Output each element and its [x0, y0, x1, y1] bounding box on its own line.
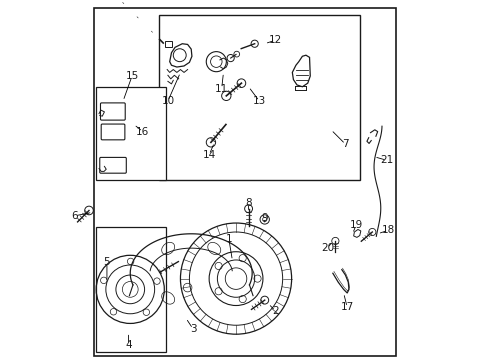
Text: 18: 18 [382, 225, 395, 235]
Text: 15: 15 [125, 71, 139, 81]
Text: 20: 20 [321, 243, 334, 253]
Text: 8: 8 [245, 198, 252, 208]
Text: 14: 14 [202, 150, 216, 160]
Text: 5: 5 [103, 257, 110, 267]
Bar [95, 8, 395, 356]
Text: 3: 3 [190, 324, 196, 334]
Text: 2: 2 [272, 306, 279, 316]
Text: 6: 6 [72, 211, 78, 221]
Text: 7: 7 [342, 139, 349, 149]
Text: 13: 13 [253, 96, 266, 106]
Text: 4: 4 [125, 340, 132, 350]
Text: 17: 17 [341, 302, 354, 312]
Text: 1: 1 [225, 234, 232, 244]
Text: 21: 21 [380, 155, 393, 165]
Text: 10: 10 [161, 96, 174, 106]
Bar [159, 15, 360, 180]
Text: 12: 12 [269, 35, 282, 45]
Text: 16: 16 [136, 127, 149, 136]
Text: 19: 19 [349, 220, 363, 230]
Bar [96, 87, 166, 180]
Text: 11: 11 [215, 84, 228, 94]
Bar [96, 226, 166, 352]
Text: 9: 9 [261, 213, 268, 222]
